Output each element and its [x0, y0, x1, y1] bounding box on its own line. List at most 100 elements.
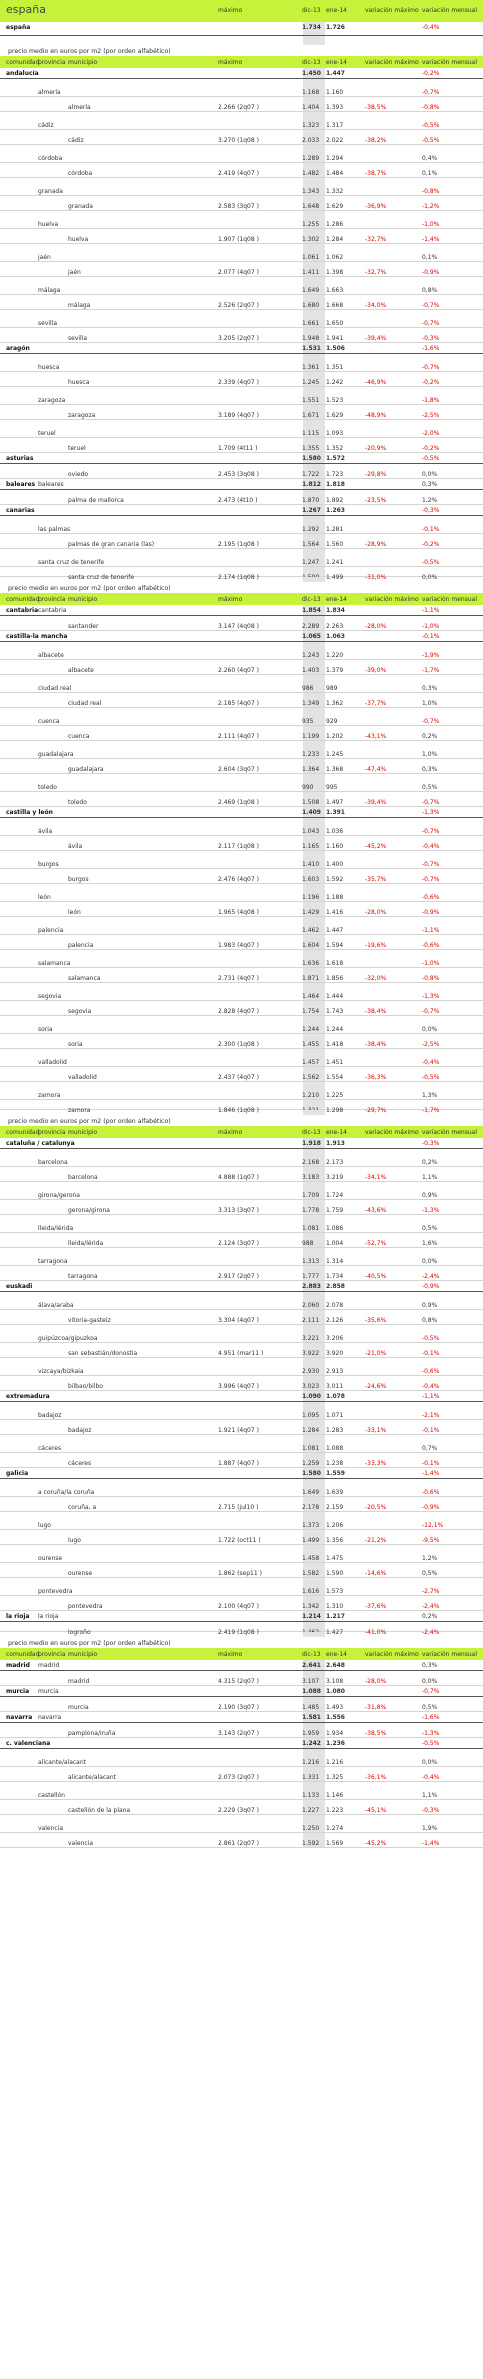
col-municipio-header: municipio [68, 1651, 98, 1658]
variacion-mensual-value: -1,0% [422, 623, 440, 630]
ene-14-column-shade [303, 1815, 325, 1823]
ene-14-column-shade [303, 1757, 325, 1766]
municipio-row: almería 2.266 (2q07 ) 1.404 1.393 -38,5% -0,8… [0, 97, 483, 112]
provincia-row: santa cruz de tenerife 1.247 1.241 -0,5% [0, 557, 483, 567]
ene14-value: 1.398 [326, 269, 344, 276]
col-maximo-header: máximo [218, 596, 243, 603]
dic13-value: 1.267 [302, 507, 321, 514]
spacer-row [0, 1149, 483, 1157]
maximo-value: 1.722 (oct11 ) [218, 1537, 261, 1544]
comunidad-row: aragón 1.531 1.506 -1,6% [0, 343, 483, 354]
provincia-row: cádiz 1.323 1.317 -0,5% [0, 120, 483, 130]
variacion-maximo-value: -52,7% [365, 1240, 387, 1247]
col-var-max-header: variación máximo [365, 596, 419, 603]
ene14-value: 1.560 [326, 541, 344, 548]
ene14-value: 1.639 [326, 1489, 344, 1496]
col-var-max-label: variación máximo [365, 7, 419, 14]
variacion-mensual-value: 0,3% [422, 481, 438, 488]
municipio-name: soria [68, 1041, 83, 1048]
municipio-row: santander 3.147 (4q08 ) 2.289 2.263 -28,0% -1… [0, 616, 483, 631]
municipio-row: barcelona 4.888 (1q07 ) 3.183 3.219 -34,1% 1,… [0, 1167, 483, 1182]
ene-14-column-shade [303, 892, 325, 901]
maximo-value: 2.300 (1q08 ) [218, 1041, 259, 1048]
comunidad-name: c. valenciana [6, 1740, 51, 1747]
dic13-value: 1.342 [302, 1603, 320, 1610]
variacion-mensual-value: 0,9% [422, 1192, 438, 1199]
variacion-maximo-value: -39,4% [365, 335, 387, 342]
ene-14-column-shade [303, 1723, 325, 1737]
ene-14-column-shade [303, 1100, 325, 1109]
provincia-row: ourense 1.458 1.475 1,2% [0, 1553, 483, 1563]
dic13-value: 1.247 [302, 559, 320, 566]
ene14-value: 1.286 [326, 221, 344, 228]
dic13-value: 1.289 [302, 155, 320, 162]
comunidad-name: madrid [6, 1662, 30, 1669]
ene14-value: 1.036 [326, 828, 344, 835]
ene14-value: 1.523 [326, 397, 344, 404]
variacion-mensual-value: 0,5% [422, 1225, 438, 1232]
variacion-mensual-value: -1,6% [422, 1714, 440, 1721]
col-dic13-header: dic-13 [302, 59, 321, 66]
provincia-name: albacete [38, 652, 64, 659]
variacion-mensual-value: -2,4% [422, 1273, 440, 1280]
provincia-row: guadalajara 1.233 1.245 1,0% [0, 749, 483, 759]
variacion-mensual-value: -2,0% [422, 430, 440, 437]
variacion-mensual-value: 0,2% [422, 1159, 438, 1166]
ene-14-column-shade [303, 1563, 325, 1577]
ene-14-column-shade [303, 616, 325, 630]
dic13-value: 1.214 [302, 1613, 321, 1620]
municipio-row: valladolid 2.437 (4q07 ) 1.562 1.554 -36,3% -… [0, 1067, 483, 1082]
municipio-row: córdoba 2.419 (4q07 ) 1.482 1.484 -38,7% 0,1% [0, 163, 483, 178]
spacer-row [0, 1815, 483, 1823]
dic13-value: 1.364 [302, 766, 320, 773]
provincia-name: león [38, 894, 51, 901]
municipio-row: oviedo 2.453 (3q08 ) 1.722 1.723 -29,8% 0,0% [0, 464, 483, 479]
variacion-mensual-value: 1,1% [422, 1792, 438, 1799]
variacion-maximo-value: -32,7% [365, 269, 387, 276]
maximo-value: 2.828 (4q07 ) [218, 1008, 259, 1015]
ene-14-column-shade [303, 774, 325, 782]
ene-14-column-shade [303, 749, 325, 758]
variacion-maximo-value: -21,2% [365, 1537, 387, 1544]
variacion-maximo-value: -45,1% [365, 1807, 387, 1814]
ene-14-column-shade [303, 1358, 325, 1366]
variacion-mensual-value: -0,5% [422, 1335, 440, 1342]
spacer-row [0, 708, 483, 716]
dic13-value: 1.564 [302, 541, 320, 548]
dic13-value: 1.245 [302, 379, 320, 386]
ene14-value: 1.723 [326, 471, 344, 478]
ene-14-column-shade [303, 1660, 325, 1670]
maximo-value: 1.921 (4q07 ) [218, 1427, 259, 1434]
variacion-mensual-value: -1,6% [422, 345, 440, 352]
municipio-name: zamora [68, 1107, 91, 1114]
variacion-mensual-value: 0,7% [422, 1445, 438, 1452]
ene14-value: 1.650 [326, 320, 344, 327]
variacion-maximo-value: -28,0% [365, 1678, 387, 1685]
comunidad-name: castilla y león [6, 809, 53, 816]
variacion-mensual-value: -1,1% [422, 1393, 440, 1400]
comunidad-row: canarias 1.267 1.263 -0,3% [0, 505, 483, 516]
municipio-row: palmas de gran canaria (las) 2.195 (1q08 … [0, 534, 483, 549]
ene-14-column-shade [303, 950, 325, 958]
dic13-value: 1.243 [302, 652, 320, 659]
variacion-mensual-value: 0,5% [422, 784, 438, 791]
variacion-maximo-value: -28,0% [365, 623, 387, 630]
variacion-mensual-value: -1,7% [422, 1107, 440, 1114]
variacion-mensual-value: 0,3% [422, 685, 438, 692]
dic13-value: 1.323 [302, 122, 320, 129]
spacer-row [0, 1545, 483, 1553]
caption-row: precio medio en euros por m2 (por orden … [0, 1637, 483, 1648]
ene14-value: 1.216 [326, 1759, 344, 1766]
comunidad-name: euskadi [6, 1283, 33, 1290]
comunidad-row: baleares baleares 1.812 1.818 0,3% [0, 479, 483, 490]
municipio-name: oviedo [68, 471, 89, 478]
provincia-row: león 1.196 1.188 -0,6% [0, 892, 483, 902]
ene14-value: 2.022 [326, 137, 344, 144]
ene14-value: 1.594 [326, 942, 344, 949]
variacion-mensual-value: -0,7% [422, 89, 440, 96]
dic13-value: 1.734 [302, 24, 321, 31]
municipio-name: santa cruz de tenerife [68, 574, 135, 581]
col-maximo-header: máximo [218, 1651, 243, 1658]
provincia-name: baleares [38, 481, 64, 488]
